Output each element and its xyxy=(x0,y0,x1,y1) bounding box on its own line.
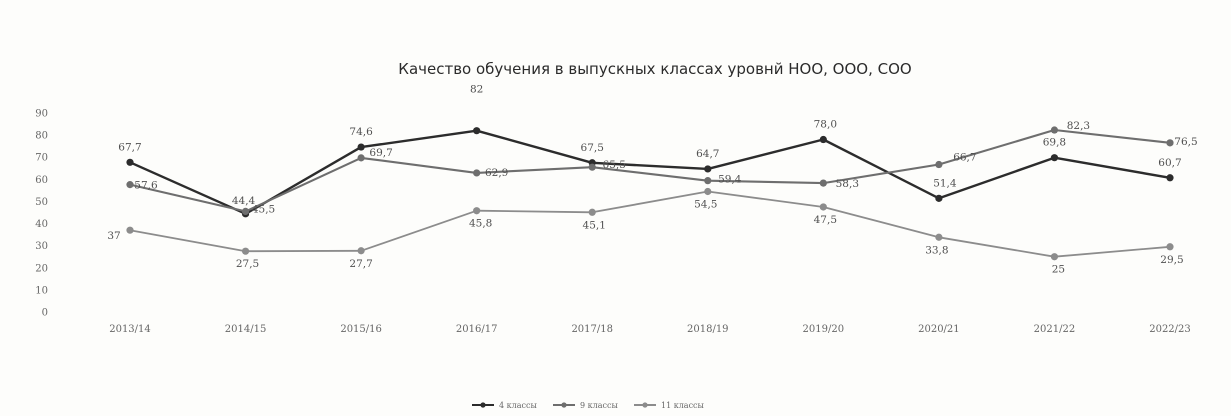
y-tick-label: 70 xyxy=(35,153,48,164)
data-point xyxy=(704,165,712,173)
series-line xyxy=(129,190,1171,258)
data-label: 44,4 xyxy=(232,195,256,207)
legend-marker xyxy=(561,402,567,408)
data-label: 64,7 xyxy=(696,148,719,160)
x-tick-label: 2014/15 xyxy=(225,324,267,335)
data-label: 27,5 xyxy=(236,258,259,270)
data-label: 67,5 xyxy=(581,142,604,154)
data-label: 66,7 xyxy=(953,152,976,164)
data-point xyxy=(473,169,481,177)
y-tick-label: 90 xyxy=(35,109,48,120)
data-label: 78,0 xyxy=(814,119,837,131)
data-label: 82,3 xyxy=(1067,120,1090,132)
y-tick-label: 60 xyxy=(35,175,48,186)
x-tick-label: 2021/22 xyxy=(1034,324,1076,335)
data-point xyxy=(1050,253,1059,261)
data-label: 37 xyxy=(107,230,120,242)
data-point xyxy=(935,160,943,169)
data-label: 62,9 xyxy=(485,167,508,179)
data-point xyxy=(1166,139,1174,147)
y-tick-label: 40 xyxy=(35,219,48,230)
y-tick-label: 0 xyxy=(42,308,48,319)
data-point xyxy=(819,203,827,211)
data-point xyxy=(357,143,365,151)
data-label: 47,5 xyxy=(814,214,837,226)
y-tick-label: 50 xyxy=(35,197,48,208)
data-label: 25 xyxy=(1052,264,1065,276)
data-point xyxy=(704,177,712,185)
data-label: 59,4 xyxy=(718,174,742,186)
y-tick-label: 80 xyxy=(35,131,48,142)
legend-label: 9 классы xyxy=(580,401,618,410)
data-label: 65,5 xyxy=(603,159,626,171)
data-point xyxy=(588,163,596,171)
x-tick-label: 2018/19 xyxy=(687,324,729,335)
x-axis: 2013/14 2014/15 2015/16 2016/17 2017/18 2018/… xyxy=(109,324,1191,335)
chart-title: Качество обучения в выпускных классах ур… xyxy=(398,60,911,78)
data-label: 54,5 xyxy=(694,198,717,210)
data-point xyxy=(704,187,712,196)
data-labels: 67,7 44,4 74,6 82 67,5 64,7 78,0 51,4 69,8 60,7 57… xyxy=(107,84,1197,276)
data-label: 74,6 xyxy=(349,126,373,138)
data-label: 69,7 xyxy=(369,147,392,159)
data-point xyxy=(1050,154,1059,162)
legend: 4 классы 9 классы 11 классы xyxy=(472,401,705,410)
data-label: 33,8 xyxy=(925,244,948,256)
data-point xyxy=(241,247,250,255)
data-label: 82 xyxy=(470,84,483,96)
x-tick-label: 2015/16 xyxy=(340,324,382,335)
data-label: 76,5 xyxy=(1174,136,1197,148)
x-tick-label: 2017/18 xyxy=(571,324,613,335)
legend-marker xyxy=(480,402,486,408)
x-tick-label: 2019/20 xyxy=(803,324,845,335)
data-point xyxy=(126,158,134,166)
data-label: 58,3 xyxy=(836,178,859,190)
data-point xyxy=(1166,243,1174,251)
x-tick-label: 2020/21 xyxy=(918,324,960,335)
data-point xyxy=(473,127,481,135)
data-point xyxy=(1050,126,1059,134)
data-label: 57,6 xyxy=(134,180,158,192)
x-tick-label: 2013/14 xyxy=(109,324,151,335)
data-label: 45,5 xyxy=(252,203,275,215)
y-tick-label: 30 xyxy=(35,241,48,252)
x-tick-label: 2016/17 xyxy=(456,324,498,335)
data-point xyxy=(935,194,943,202)
data-label: 27,7 xyxy=(349,258,372,270)
data-point xyxy=(819,179,827,187)
data-point xyxy=(588,208,596,216)
data-label: 60,7 xyxy=(1158,157,1181,169)
data-point xyxy=(935,233,943,241)
data-point xyxy=(126,226,134,234)
data-label: 45,8 xyxy=(469,218,492,230)
data-label: 29,5 xyxy=(1160,254,1183,266)
series-line xyxy=(129,128,1171,213)
data-label: 45,1 xyxy=(583,219,606,231)
legend-label: 4 классы xyxy=(499,401,537,410)
data-point xyxy=(357,247,365,255)
data-label: 51,4 xyxy=(933,177,957,189)
y-tick-label: 10 xyxy=(35,285,48,296)
data-point xyxy=(357,154,365,162)
series-line xyxy=(129,129,1171,216)
data-point xyxy=(241,207,250,215)
y-tick-label: 20 xyxy=(35,263,48,274)
legend-marker xyxy=(642,402,648,408)
data-label: 67,7 xyxy=(118,141,141,153)
legend-label: 11 классы xyxy=(661,401,705,410)
x-tick-label: 2022/23 xyxy=(1149,324,1191,335)
data-point xyxy=(126,181,134,189)
y-axis: 0 10 20 30 40 50 60 70 80 90 xyxy=(35,109,48,319)
data-point xyxy=(1166,174,1174,182)
data-label: 69,8 xyxy=(1043,137,1066,149)
series-group xyxy=(126,126,1174,261)
data-point xyxy=(819,135,827,144)
data-point xyxy=(473,207,481,215)
